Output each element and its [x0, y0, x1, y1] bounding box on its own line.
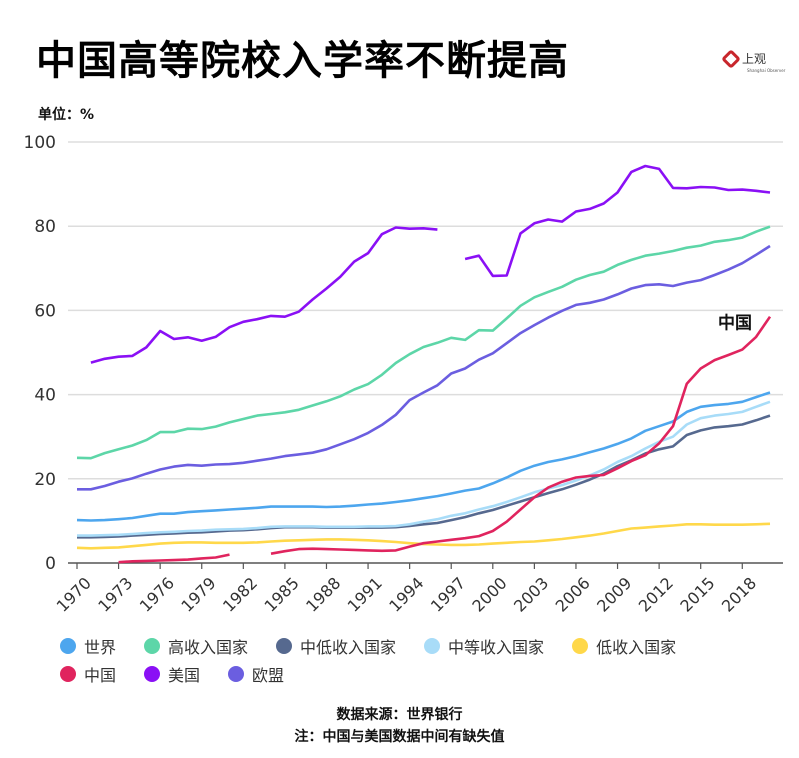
x-tick-label: 2006	[552, 573, 594, 615]
legend-item[interactable]: 美国	[144, 660, 200, 688]
legend-marker-icon	[276, 638, 293, 654]
legend-item[interactable]: 中低收入国家	[276, 632, 396, 660]
legend-marker-icon	[572, 638, 589, 654]
x-tick-label: 2003	[510, 573, 552, 615]
legend-marker-icon	[144, 638, 161, 654]
x-tick-label: 1973	[94, 573, 136, 615]
data-source: 数据来源：世界银行	[336, 707, 463, 723]
y-tick-label: 20	[34, 470, 56, 490]
china-annotation: 中国	[718, 313, 752, 334]
x-tick-label: 1985	[261, 573, 303, 615]
legend-marker-icon	[60, 666, 76, 682]
y-tick-label: 100	[24, 133, 56, 153]
x-tick-label: 1988	[302, 573, 344, 615]
x-tick-label: 2000	[468, 573, 510, 615]
series-line-2	[77, 414, 771, 539]
series-line-0	[76, 391, 771, 522]
y-tick-label: 40	[34, 386, 56, 406]
legend-marker-icon	[60, 638, 76, 654]
legend: 世界 高收入国家 中低收入国家 中等收入国家 低收入国家中国 美国 欧盟	[60, 632, 780, 688]
legend-label: 欧盟	[252, 666, 285, 685]
x-tick-label: 1970	[53, 573, 95, 615]
y-tick-label: 60	[34, 301, 56, 321]
x-tick-label: 2009	[593, 573, 635, 615]
logo-subtext: Shanghai Observer	[747, 68, 786, 73]
legend-item[interactable]: 欧盟	[228, 660, 284, 688]
legend-item[interactable]: 世界	[60, 632, 116, 660]
legend-label: 世界	[84, 638, 117, 657]
logo-text: 上观	[742, 52, 767, 66]
series-line-7	[77, 244, 771, 491]
chart-title: 中国高等院校入学率不断提高	[36, 38, 569, 84]
legend-label: 中国	[84, 666, 117, 685]
y-tick-label: 0	[45, 554, 56, 574]
x-tick-label: 1976	[136, 573, 178, 615]
legend-marker-icon	[228, 666, 245, 682]
footnote: 注：中国与美国数据中间有缺失值	[294, 729, 505, 745]
series-line-6	[90, 164, 771, 364]
x-tick-label: 1991	[344, 573, 386, 615]
legend-marker-icon	[144, 666, 161, 682]
legend-item[interactable]: 中等收入国家	[424, 632, 544, 660]
series-line-4	[76, 522, 771, 550]
legend-label: 中等收入国家	[448, 638, 545, 657]
x-tick-label: 1979	[177, 573, 219, 615]
legend-label: 中低收入国家	[300, 638, 397, 657]
x-tick-label: 2015	[676, 573, 718, 615]
legend-label: 美国	[168, 666, 201, 685]
logo: 上观	[721, 48, 767, 69]
series-line-3	[77, 400, 771, 537]
legend-item[interactable]: 中国	[60, 660, 116, 688]
x-tick-label: 1982	[219, 573, 261, 615]
unit-label: 单位：%	[38, 107, 95, 123]
series-line-5	[118, 315, 772, 564]
x-tick-label: 1994	[385, 573, 427, 615]
legend-item[interactable]: 高收入国家	[144, 632, 248, 660]
legend-item[interactable]: 低收入国家	[572, 632, 676, 660]
legend-label: 低收入国家	[596, 638, 677, 657]
y-tick-label: 80	[34, 217, 56, 237]
legend-marker-icon	[424, 638, 441, 654]
legend-label: 高收入国家	[168, 638, 249, 657]
x-tick-label: 1997	[427, 573, 469, 615]
x-tick-label: 2018	[718, 573, 760, 615]
x-tick-label: 2012	[635, 573, 677, 615]
series-line-1	[76, 225, 771, 460]
